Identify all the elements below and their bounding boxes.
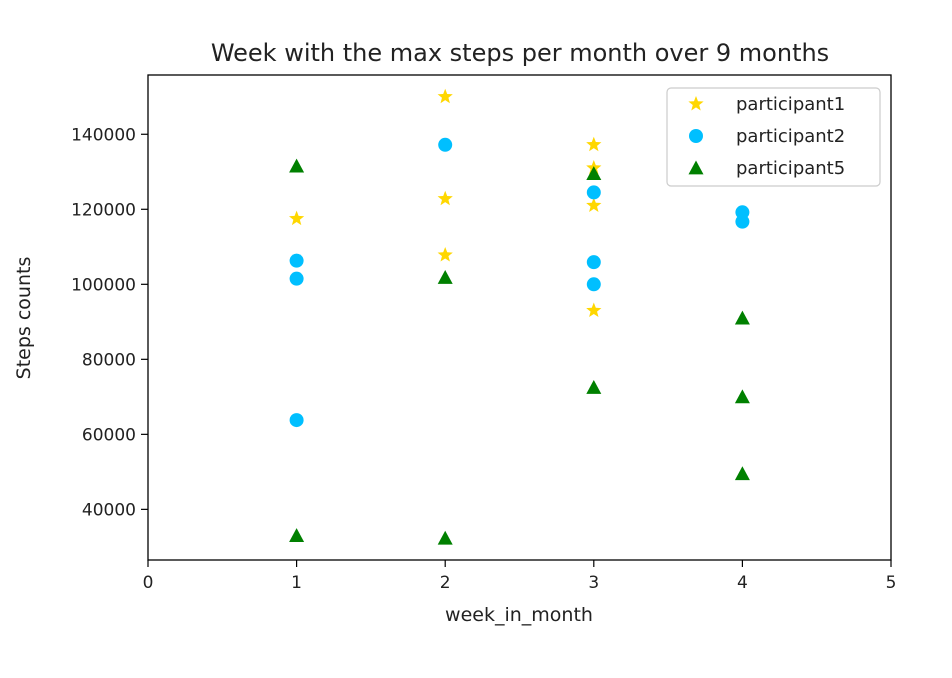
y-tick-label: 120000 — [71, 200, 136, 220]
y-tick-label: 80000 — [82, 350, 136, 370]
data-point-participant5 — [289, 528, 305, 542]
data-point-participant5 — [734, 310, 750, 325]
x-axis-label: week_in_month — [445, 604, 593, 626]
data-point-participant5 — [437, 530, 453, 545]
data-point-participant5 — [586, 166, 602, 181]
legend-label-participant5: participant5 — [736, 158, 845, 179]
data-point-participant5 — [734, 466, 750, 481]
data-point-participant2 — [586, 277, 601, 292]
legend-label-participant2: participant2 — [736, 126, 845, 147]
data-point-participant1 — [437, 88, 453, 104]
x-tick-label: 5 — [886, 573, 897, 593]
x-tick-label: 4 — [737, 573, 748, 593]
chart-title: Week with the max steps per month over 9… — [211, 39, 829, 67]
legend-marker-participant2 — [689, 129, 703, 143]
data-point-participant1 — [437, 190, 453, 206]
data-point-participant1 — [586, 197, 602, 213]
plot-frame — [147, 74, 892, 561]
data-point-participant1 — [437, 247, 453, 262]
y-axis-label: Steps counts — [13, 257, 35, 380]
data-point-participant1 — [288, 210, 305, 226]
data-point-participant2 — [438, 137, 453, 152]
y-tick-label: 40000 — [82, 500, 136, 520]
data-point-participant5 — [734, 389, 750, 404]
data-point-participant2 — [289, 413, 304, 428]
y-tick-label: 60000 — [82, 425, 136, 445]
y-tick-label: 100000 — [71, 275, 136, 295]
data-point-participant2 — [586, 185, 601, 200]
legend: participant1 participant2 participant5 — [666, 87, 881, 187]
x-tick-label: 2 — [440, 573, 451, 593]
x-tick-label: 0 — [143, 573, 154, 593]
legend-box — [666, 87, 881, 187]
x-tick-label: 3 — [588, 573, 599, 593]
legend-marker-participant5 — [688, 160, 704, 175]
data-point-participant1 — [586, 136, 602, 152]
legend-marker-participant1 — [688, 96, 704, 111]
plot-area — [288, 88, 750, 545]
y-tick-label: 140000 — [71, 125, 136, 145]
data-point-participant5 — [586, 379, 602, 394]
data-point-participant5 — [289, 158, 305, 173]
x-tick-label: 1 — [291, 573, 302, 593]
data-point-participant5 — [437, 270, 453, 284]
data-point-participant2 — [735, 214, 750, 229]
data-point-participant1 — [586, 302, 602, 318]
legend-label-participant1: participant1 — [736, 94, 845, 115]
data-point-participant2 — [289, 271, 304, 286]
data-point-participant2 — [586, 255, 601, 270]
data-point-participant2 — [289, 253, 304, 268]
